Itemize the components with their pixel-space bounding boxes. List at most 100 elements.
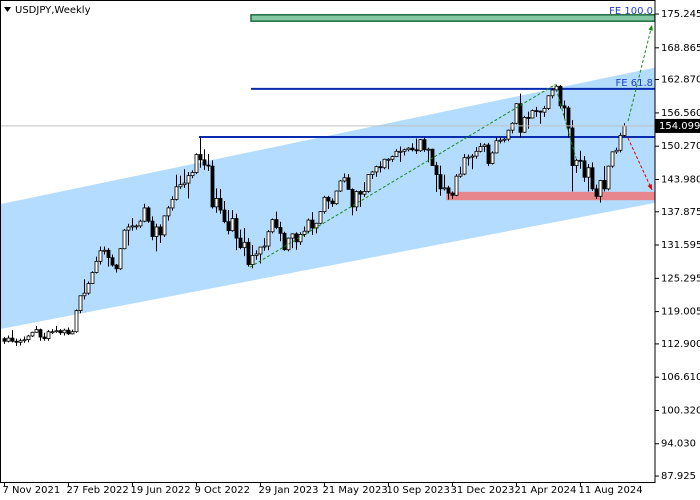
candle-body (502, 138, 507, 141)
candle-body (558, 85, 563, 107)
candle-body (366, 174, 371, 192)
chart-title: USDJPY,Weekly (15, 5, 91, 16)
candle-body (226, 221, 231, 232)
candle-body (510, 122, 515, 131)
candle-body (542, 108, 547, 113)
y-tick-label: 119.005 (661, 307, 700, 318)
y-tick-label: 143.980 (661, 174, 700, 185)
candle-body (22, 339, 27, 342)
candle-body (418, 139, 423, 152)
candle-body (118, 248, 123, 270)
x-tick-label: 21 Apr 2024 (515, 485, 577, 496)
y-tick-label: 106.610 (661, 372, 700, 383)
candle-body (462, 157, 467, 175)
candle-body (130, 225, 135, 228)
candle-body (198, 154, 203, 161)
candle-body (406, 147, 411, 151)
candle-body (534, 110, 539, 112)
candle-body (582, 160, 587, 178)
candle-body (386, 158, 391, 161)
candle-body (178, 184, 183, 188)
candle-body (110, 257, 115, 266)
candle-body (154, 226, 159, 237)
candle-body (402, 149, 407, 152)
candle-body (342, 177, 347, 182)
candle-body (282, 232, 287, 251)
candle-body (470, 155, 475, 158)
candle-body (622, 125, 627, 136)
candle-body (122, 229, 127, 250)
candle-body (50, 331, 55, 334)
axes: FE 100.0 FE 61.8 175.245 168.865 162.870 156.… (3, 6, 700, 496)
current-price-box (655, 118, 700, 133)
candle-body (186, 175, 191, 184)
candle-body (62, 329, 67, 334)
candle-body (326, 196, 331, 202)
y-tick-label: 125.295 (661, 273, 700, 284)
x-tick-label: 10 Sep 2023 (387, 485, 450, 496)
zone-label: FE 100.0 (609, 6, 653, 17)
candle-body (162, 215, 167, 236)
candle-body (466, 156, 471, 159)
candle-body (158, 226, 163, 236)
candle-body (30, 331, 35, 337)
candle-body (446, 187, 451, 194)
candle-body (230, 218, 235, 232)
candle-body (438, 174, 443, 190)
candle-body (518, 103, 523, 133)
candle-body (566, 107, 571, 129)
candle-body (610, 151, 615, 167)
candle-body (66, 329, 71, 335)
y-tick-label: 175.245 (661, 9, 700, 20)
candle-body (194, 154, 199, 173)
candle-body (138, 220, 143, 227)
projection-arrow (627, 24, 653, 122)
candle-body (166, 207, 171, 217)
candle-body (498, 139, 503, 142)
candle-body (94, 260, 99, 273)
candle-body (182, 182, 187, 186)
candle-body (538, 110, 543, 113)
candle-body (478, 146, 483, 152)
projection-arrow (627, 137, 653, 191)
y-tick-label: 87.925 (661, 471, 696, 482)
candle-body (318, 211, 323, 224)
candle-body (346, 177, 351, 190)
y-tick-label: 131.595 (661, 240, 700, 251)
candle-body (134, 225, 139, 228)
candle-body (602, 180, 607, 190)
candle-body (126, 226, 131, 231)
current-price-label: 154.099 (659, 121, 700, 132)
candle-body (210, 165, 215, 208)
candle-body (486, 144, 491, 164)
candle-body (218, 198, 223, 211)
candle-body (354, 191, 359, 208)
x-tick-label: 9 Oct 2022 (195, 485, 250, 496)
candle-body (514, 103, 519, 124)
candle-body (190, 172, 195, 177)
candle-body (358, 191, 363, 195)
arrow-head (648, 24, 653, 31)
candle-body (522, 117, 527, 133)
candle-body (98, 250, 103, 262)
candle-body (614, 149, 619, 153)
candle-body (434, 165, 439, 175)
candle-body (314, 222, 319, 229)
candle-body (338, 180, 343, 192)
zone (250, 14, 655, 22)
candle-body (102, 249, 107, 252)
zone (446, 191, 655, 201)
y-tick-label: 168.865 (661, 43, 700, 54)
candle-body (606, 165, 611, 190)
candle-body (70, 331, 75, 335)
plot-area (0, 14, 655, 347)
candle-body (526, 117, 531, 119)
candle-body (170, 199, 175, 209)
candle-body (246, 241, 251, 265)
arrow-head (647, 183, 652, 190)
candle-body (398, 150, 403, 153)
candle-body (82, 292, 87, 297)
plot-frame (0, 0, 656, 483)
x-tick-label: 29 Jan 2023 (259, 485, 319, 496)
